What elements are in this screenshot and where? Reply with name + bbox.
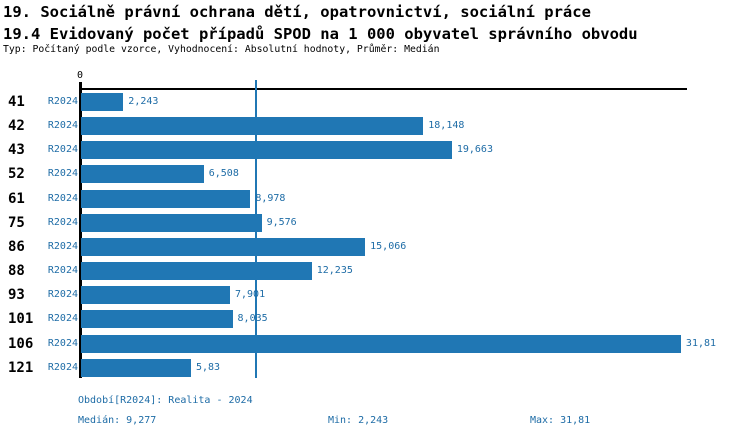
value-bar[interactable] [81, 262, 312, 281]
chart-row: 75 R2024 9,576 [0, 213, 750, 232]
period-label: R2024 [47, 265, 78, 277]
bar-value-label: 15,066 [370, 240, 407, 252]
x-axis-zero-tick-label: 0 [76, 70, 84, 81]
chart-row: 93 R2024 7,901 [0, 286, 750, 305]
indicator-title: 19.4 Evidovaný počet případů SPOD na 1 0… [3, 25, 638, 43]
chart-row: 121 R2024 5,83 [0, 358, 750, 377]
district-code-label: 106 [8, 335, 34, 352]
period-label: R2024 [47, 240, 78, 252]
district-code-label: 42 [8, 118, 25, 135]
indicator-meta: Typ: Počítaný podle vzorce, Vyhodnocení:… [3, 44, 440, 55]
district-code-label: 101 [8, 311, 34, 328]
value-bar[interactable] [81, 93, 124, 111]
median-summary: Medián: 9,277 [78, 415, 157, 426]
bar-value-label: 2,243 [128, 96, 159, 107]
period-label: R2024 [47, 192, 78, 204]
chart-row: 41 R2024 2,243 [0, 93, 750, 111]
period-label: R2024 [47, 96, 78, 107]
bar-value-label: 7,901 [235, 289, 266, 301]
value-bar[interactable] [81, 237, 366, 256]
district-code-label: 43 [8, 142, 25, 159]
period-label: R2024 [47, 216, 78, 228]
bar-value-label: 6,508 [208, 168, 239, 180]
district-code-label: 86 [8, 238, 25, 255]
chart-row: 86 R2024 15,066 [0, 237, 750, 256]
period-label: R2024 [47, 313, 78, 325]
period-info: Období[R2024]: Realita - 2024 [78, 395, 253, 406]
chart-row: 42 R2024 18,148 [0, 117, 750, 136]
chart-row: 101 R2024 8,035 [0, 310, 750, 329]
bar-value-label: 8,978 [255, 192, 286, 204]
max-summary: Max: 31,81 [530, 415, 591, 426]
bar-value-label: 19,663 [456, 144, 493, 156]
y-axis-line [79, 82, 82, 378]
period-label: R2024 [47, 289, 78, 301]
min-summary: Min: 2,243 [328, 415, 389, 426]
chart-row: 106 R2024 31,81 [0, 334, 750, 353]
district-code-label: 75 [8, 214, 25, 231]
bar-value-label: 8,035 [237, 313, 268, 325]
chart-row: 43 R2024 19,663 [0, 141, 750, 160]
period-label: R2024 [47, 168, 78, 180]
bar-value-label: 18,148 [428, 120, 465, 132]
bar-value-label: 12,235 [316, 265, 353, 277]
district-code-label: 52 [8, 166, 25, 183]
value-bar[interactable] [81, 117, 424, 136]
district-code-label: 61 [8, 190, 25, 207]
section-title: 19. Sociálně právní ochrana dětí, opatro… [3, 3, 591, 21]
district-code-label: 93 [8, 287, 25, 304]
bar-value-label: 5,83 [195, 361, 221, 373]
period-label: R2024 [47, 144, 78, 156]
value-bar[interactable] [81, 165, 204, 184]
value-bar[interactable] [81, 213, 262, 232]
period-label: R2024 [47, 337, 78, 349]
value-bar[interactable] [81, 334, 681, 353]
period-label: R2024 [47, 120, 78, 132]
bar-value-label: 9,576 [266, 216, 297, 228]
bar-value-label: 31,81 [685, 337, 717, 349]
district-code-label: 41 [8, 94, 25, 110]
district-code-label: 121 [8, 359, 34, 376]
district-code-label: 88 [8, 263, 25, 280]
chart-row: 61 R2024 8,978 [0, 189, 750, 208]
value-bar[interactable] [81, 141, 452, 160]
value-bar[interactable] [81, 310, 233, 329]
period-label: R2024 [47, 361, 78, 373]
value-bar[interactable] [81, 286, 230, 305]
value-bar[interactable] [81, 189, 251, 208]
x-axis-line [79, 88, 687, 90]
chart-row: 88 R2024 12,235 [0, 262, 750, 281]
chart-row: 52 R2024 6,508 [0, 165, 750, 184]
value-bar[interactable] [81, 358, 191, 377]
